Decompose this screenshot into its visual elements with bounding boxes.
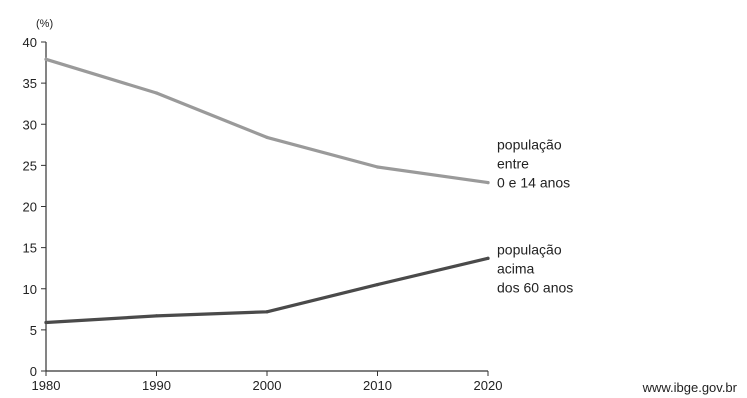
data-point	[375, 283, 380, 287]
data-point	[486, 181, 490, 185]
data-point	[44, 320, 48, 325]
series-label-2-line-2: acima	[497, 260, 535, 276]
series-label-2-line-1: população	[497, 241, 562, 257]
data-point	[154, 91, 159, 95]
data-point	[265, 310, 269, 314]
x-tick-label: 1980	[32, 378, 61, 393]
series-label-1-line-1: população	[497, 137, 562, 153]
series-label-2-line-3: dos 60 anos	[497, 279, 573, 295]
source-label: www.ibge.gov.br	[642, 380, 738, 395]
x-tick-label: 1990	[142, 378, 171, 393]
x-tick-label: 2020	[474, 378, 503, 393]
x-tick-label: 2010	[363, 378, 392, 393]
y-tick-label: 5	[30, 323, 37, 338]
data-point	[154, 314, 159, 318]
series-line-1	[44, 57, 490, 185]
series-label-1-line-3: 0 e 14 anos	[497, 175, 570, 191]
axes: 0 5 10 15 20 25 30 35 40 1980 1990 2000 2010 2020 (%)	[23, 18, 503, 393]
data-point	[486, 256, 490, 260]
labels-layer: população entre 0 e 14 anos população acima d…	[497, 137, 738, 395]
y-tick-label: 25	[23, 158, 37, 173]
series-label-1-line-2: entre	[497, 156, 529, 172]
y-tick-label: 15	[23, 241, 37, 256]
y-tick-label: 40	[23, 35, 37, 50]
y-tick-label: 35	[23, 76, 37, 91]
y-axis-unit-label: (%)	[36, 18, 53, 30]
y-tick-label: 20	[23, 200, 37, 215]
y-tick-label: 10	[23, 282, 37, 297]
data-point	[375, 165, 380, 169]
data-point	[44, 57, 48, 61]
series-layer	[44, 57, 490, 325]
data-point	[265, 135, 269, 140]
y-tick-label: 30	[23, 117, 37, 132]
y-tick-label: 0	[30, 364, 37, 379]
x-tick-label: 2000	[253, 378, 282, 393]
